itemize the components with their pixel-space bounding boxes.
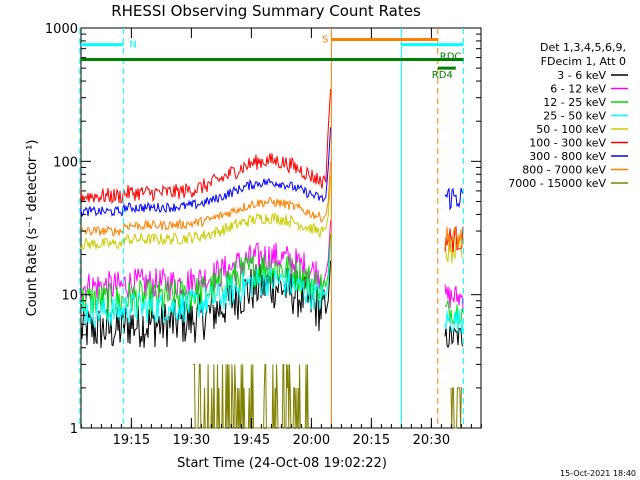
- series-line-3: [80, 243, 464, 334]
- x-tick-label-5: 20:30: [413, 433, 450, 448]
- x-tick-label-0: 19:15: [113, 433, 150, 448]
- y-axis-label: Count Rate (s⁻¹ detector⁻¹): [25, 140, 40, 317]
- y-tick-label-1: 10: [61, 289, 78, 304]
- series-group: [80, 89, 464, 429]
- y-tick-label-3: 1000: [45, 22, 78, 37]
- legend: Det 1,3,4,5,6,9,FDecim 1, Att 03 - 6 keV…: [508, 41, 628, 190]
- legend-entry-1: 6 - 12 keV: [550, 83, 606, 96]
- legend-entry-0: 3 - 6 keV: [557, 69, 606, 82]
- x-tick-label-1: 19:30: [173, 433, 210, 448]
- series-line-6: [80, 127, 464, 218]
- legend-entry-2: 12 - 25 keV: [543, 96, 606, 109]
- legend-entry-6: 300 - 800 keV: [529, 150, 606, 163]
- state-bar-label-4: RD4: [432, 70, 453, 81]
- series-line-7: [80, 161, 464, 252]
- y-tick-label-2: 100: [53, 155, 78, 170]
- legend-entry-3: 25 - 50 keV: [543, 110, 606, 123]
- x-axis-label: Start Time (24-Oct-08 19:02:22): [177, 456, 387, 471]
- x-tick-label-4: 20:15: [353, 433, 390, 448]
- legend-header-1: Det 1,3,4,5,6,9,: [540, 41, 626, 54]
- state-bar-label-5: RDC: [440, 52, 462, 63]
- x-tick-label-2: 19:45: [233, 433, 270, 448]
- series-line-8: [193, 363, 463, 429]
- legend-header-2: FDecim 1, Att 0: [541, 55, 626, 68]
- series-line-1: [80, 220, 464, 310]
- axis-ticks: 19:15 19:30 19:45 20:00 20:15 20:30 1 10 100 1000: [45, 22, 482, 448]
- legend-entry-7: 800 - 7000 keV: [522, 164, 606, 177]
- vertical-markers: [79, 28, 464, 428]
- legend-entry-5: 100 - 300 keV: [529, 137, 606, 150]
- x-tick-label-3: 20:00: [293, 433, 330, 448]
- chart-title: RHESSI Observing Summary Count Rates: [111, 2, 421, 20]
- legend-entry-4: 50 - 100 keV: [536, 123, 606, 136]
- state-bars: N S RD4 RDC: [81, 34, 464, 81]
- series-line-4: [80, 175, 464, 264]
- y-tick-label-0: 1: [70, 422, 78, 437]
- generated-timestamp: 15-Oct-2021 18:40: [560, 469, 636, 478]
- state-bar-label-0: N: [129, 40, 136, 51]
- state-bar-label-2: S: [322, 34, 328, 45]
- legend-entry-8: 7000 - 15000 keV: [508, 177, 606, 190]
